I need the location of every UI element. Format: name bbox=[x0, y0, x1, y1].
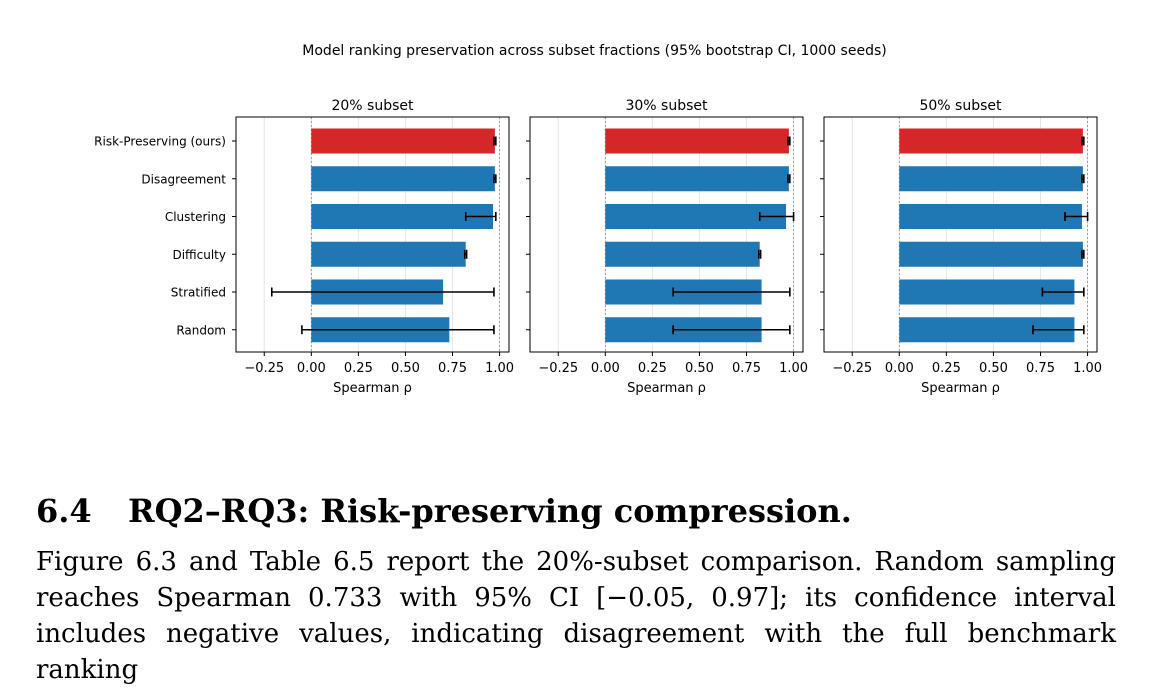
section-paragraph: Figure 6.3 and Table 6.5 report the 20%-… bbox=[36, 547, 1116, 685]
bar bbox=[899, 241, 1083, 267]
bar bbox=[605, 166, 789, 192]
x-tick-label: 1.00 bbox=[1073, 361, 1102, 376]
panel-frame bbox=[235, 116, 510, 353]
y-tick-label: Disagreement bbox=[141, 172, 226, 186]
x-tick-label: 0.50 bbox=[391, 361, 420, 376]
section-heading: 6.4 RQ2–RQ3: Risk-preserving compression. bbox=[36, 492, 1116, 530]
bar bbox=[899, 128, 1083, 154]
bar bbox=[899, 204, 1082, 229]
figure: Model ranking preservation across subset… bbox=[94, 43, 1102, 396]
panel-frame bbox=[823, 116, 1098, 353]
y-tick-label: Stratified bbox=[171, 286, 226, 300]
figure-suptitle: Model ranking preservation across subset… bbox=[302, 43, 887, 59]
x-tick-label: 0.75 bbox=[1026, 361, 1055, 376]
x-tick-label: −0.25 bbox=[538, 361, 578, 376]
bar bbox=[311, 204, 493, 229]
x-tick-label: 0.25 bbox=[932, 361, 961, 376]
y-tick-label: Random bbox=[176, 323, 226, 337]
x-tick-label: −0.25 bbox=[244, 361, 284, 376]
x-tick-label: 0.25 bbox=[344, 361, 373, 376]
bar bbox=[311, 128, 495, 154]
x-tick-label: 1.00 bbox=[485, 361, 514, 376]
x-tick-label: 0.75 bbox=[732, 361, 761, 376]
bar bbox=[605, 204, 787, 229]
panel-title: 50% subset bbox=[919, 98, 1002, 114]
y-tick-label: Difficulty bbox=[172, 248, 226, 262]
bar bbox=[605, 128, 789, 154]
bar bbox=[605, 241, 760, 267]
bar bbox=[311, 241, 466, 267]
panel-title: 20% subset bbox=[331, 98, 414, 114]
x-tick-label: 0.00 bbox=[885, 361, 914, 376]
panel-title: 30% subset bbox=[625, 98, 708, 114]
chart-svg: Risk-Preserving (ours) Disagreement Cluste… bbox=[94, 98, 1102, 396]
y-tick-label: Clustering bbox=[165, 210, 226, 224]
x-tick-label: −0.25 bbox=[832, 361, 872, 376]
x-axis-label: Spearman ρ bbox=[627, 381, 706, 396]
panel-frame bbox=[529, 116, 804, 353]
x-tick-label: 0.75 bbox=[438, 361, 467, 376]
bar bbox=[899, 166, 1083, 192]
x-tick-label: 0.50 bbox=[685, 361, 714, 376]
x-tick-label: 0.00 bbox=[591, 361, 620, 376]
y-tick-label: Risk-Preserving (ours) bbox=[94, 135, 226, 149]
x-tick-label: 0.25 bbox=[638, 361, 667, 376]
section-title: RQ2–RQ3: Risk-preserving compression. bbox=[128, 492, 852, 530]
x-tick-label: 1.00 bbox=[779, 361, 808, 376]
x-axis-label: Spearman ρ bbox=[333, 381, 412, 396]
x-axis-label: Spearman ρ bbox=[921, 381, 1000, 396]
x-tick-label: 0.50 bbox=[979, 361, 1008, 376]
bar bbox=[311, 166, 495, 192]
section-number: 6.4 bbox=[36, 492, 92, 530]
x-tick-label: 0.00 bbox=[297, 361, 326, 376]
section: 6.4 RQ2–RQ3: Risk-preserving compression.… bbox=[36, 492, 1116, 688]
